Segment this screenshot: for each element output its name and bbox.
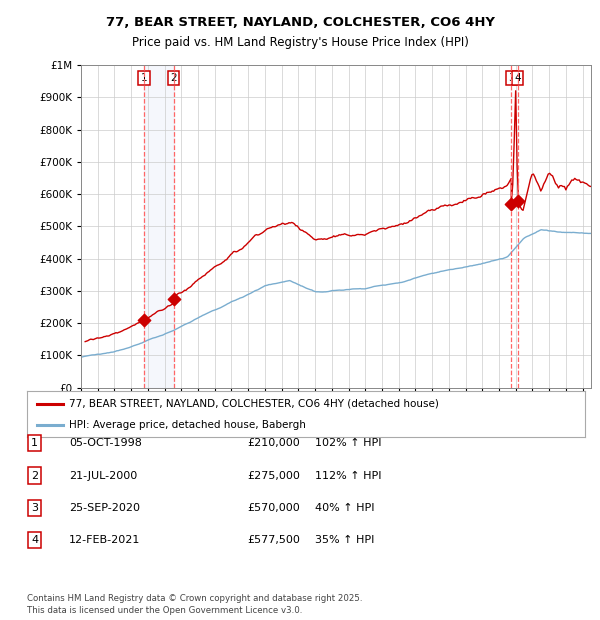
Text: 40% ↑ HPI: 40% ↑ HPI	[315, 503, 374, 513]
Text: 77, BEAR STREET, NAYLAND, COLCHESTER, CO6 4HY: 77, BEAR STREET, NAYLAND, COLCHESTER, CO…	[106, 17, 494, 29]
Text: 35% ↑ HPI: 35% ↑ HPI	[315, 535, 374, 545]
Text: 4: 4	[514, 73, 521, 83]
Text: 77, BEAR STREET, NAYLAND, COLCHESTER, CO6 4HY (detached house): 77, BEAR STREET, NAYLAND, COLCHESTER, CO…	[69, 399, 439, 409]
Text: 1: 1	[141, 73, 148, 83]
Text: 3: 3	[508, 73, 515, 83]
Text: HPI: Average price, detached house, Babergh: HPI: Average price, detached house, Babe…	[69, 420, 306, 430]
Text: £210,000: £210,000	[247, 438, 300, 448]
Text: 05-OCT-1998: 05-OCT-1998	[69, 438, 142, 448]
Text: 12-FEB-2021: 12-FEB-2021	[69, 535, 140, 545]
Text: £577,500: £577,500	[247, 535, 300, 545]
Text: Price paid vs. HM Land Registry's House Price Index (HPI): Price paid vs. HM Land Registry's House …	[131, 36, 469, 48]
Text: 3: 3	[31, 503, 38, 513]
Text: Contains HM Land Registry data © Crown copyright and database right 2025.
This d: Contains HM Land Registry data © Crown c…	[27, 594, 362, 615]
Point	[139, 315, 149, 325]
Bar	[144, 65, 174, 388]
Point	[169, 294, 179, 304]
Point	[506, 199, 516, 209]
Text: 1: 1	[31, 438, 38, 448]
Text: 25-SEP-2020: 25-SEP-2020	[69, 503, 140, 513]
Text: 2: 2	[170, 73, 177, 83]
Text: £570,000: £570,000	[247, 503, 300, 513]
Text: 4: 4	[31, 535, 38, 545]
Text: 112% ↑ HPI: 112% ↑ HPI	[315, 471, 382, 480]
Text: 102% ↑ HPI: 102% ↑ HPI	[315, 438, 382, 448]
Text: £275,000: £275,000	[247, 471, 300, 480]
Point	[513, 197, 523, 206]
Text: 2: 2	[31, 471, 38, 480]
Text: 21-JUL-2000: 21-JUL-2000	[69, 471, 137, 480]
